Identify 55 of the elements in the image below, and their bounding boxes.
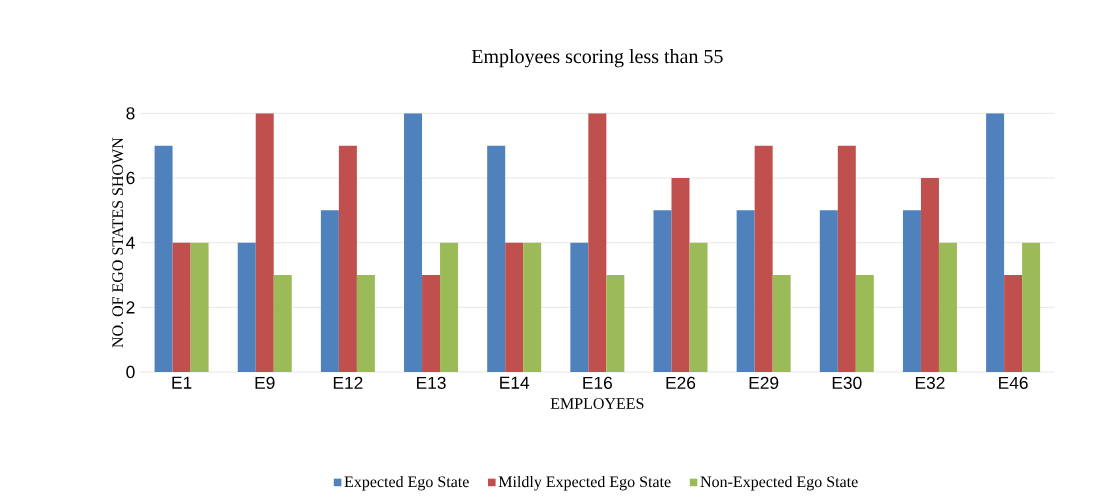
bar — [902, 210, 921, 372]
x-tick-label: E13 — [417, 376, 446, 389]
bar — [736, 210, 755, 372]
bar — [837, 145, 856, 372]
bar — [422, 275, 441, 372]
x-tick-label: E46 — [999, 376, 1028, 389]
y-tick-label: 2 — [126, 301, 135, 314]
y-tick-label: 6 — [126, 171, 135, 185]
bar — [1022, 242, 1041, 372]
x-tick-label: E14 — [500, 376, 530, 389]
bar — [505, 242, 524, 372]
bar — [754, 145, 773, 372]
bar — [487, 145, 506, 372]
x-axis-title: EMPLOYEES — [550, 398, 644, 409]
x-tick-label: E12 — [333, 376, 363, 389]
y-tick-label: 8 — [126, 107, 135, 120]
bar — [404, 113, 423, 372]
bar — [273, 275, 292, 372]
bar — [819, 210, 838, 372]
bar — [440, 242, 459, 372]
bar — [689, 242, 708, 372]
bar — [356, 275, 375, 372]
bar — [653, 210, 672, 372]
bar — [320, 210, 339, 372]
bar — [920, 178, 939, 372]
bar — [588, 113, 607, 372]
chart-title: Employees scoring less than 55 — [471, 49, 723, 68]
bar — [1004, 275, 1023, 372]
y-tick-label: 4 — [126, 236, 135, 249]
bar — [606, 275, 625, 372]
x-tick-label: E30 — [832, 376, 862, 389]
bar — [570, 242, 589, 372]
x-tick-label: E9 — [255, 376, 275, 389]
bar — [190, 242, 209, 372]
bar — [237, 242, 256, 372]
legend-label: Expected Ego State — [344, 475, 469, 491]
bar — [671, 178, 690, 372]
x-tick-label: E29 — [749, 376, 779, 389]
bar — [338, 145, 357, 372]
bar — [986, 113, 1005, 372]
bar — [255, 113, 274, 372]
bar — [772, 275, 791, 372]
legend-label: Mildly Expected Ego State — [498, 475, 671, 491]
y-axis-title: NO. OF EGO STATES SHOWN — [112, 137, 124, 348]
x-tick-label: E32 — [915, 376, 945, 389]
bar — [154, 145, 173, 372]
bar — [523, 242, 542, 372]
bar — [855, 275, 874, 372]
x-tick-label: E16 — [583, 376, 613, 389]
bar — [938, 242, 957, 372]
x-tick-label: E1 — [172, 376, 192, 389]
legend-label: Non-Expected Ego State — [700, 475, 858, 491]
x-tick-label: E26 — [666, 376, 696, 389]
y-tick-label: 0 — [126, 365, 135, 379]
bar — [172, 242, 191, 372]
